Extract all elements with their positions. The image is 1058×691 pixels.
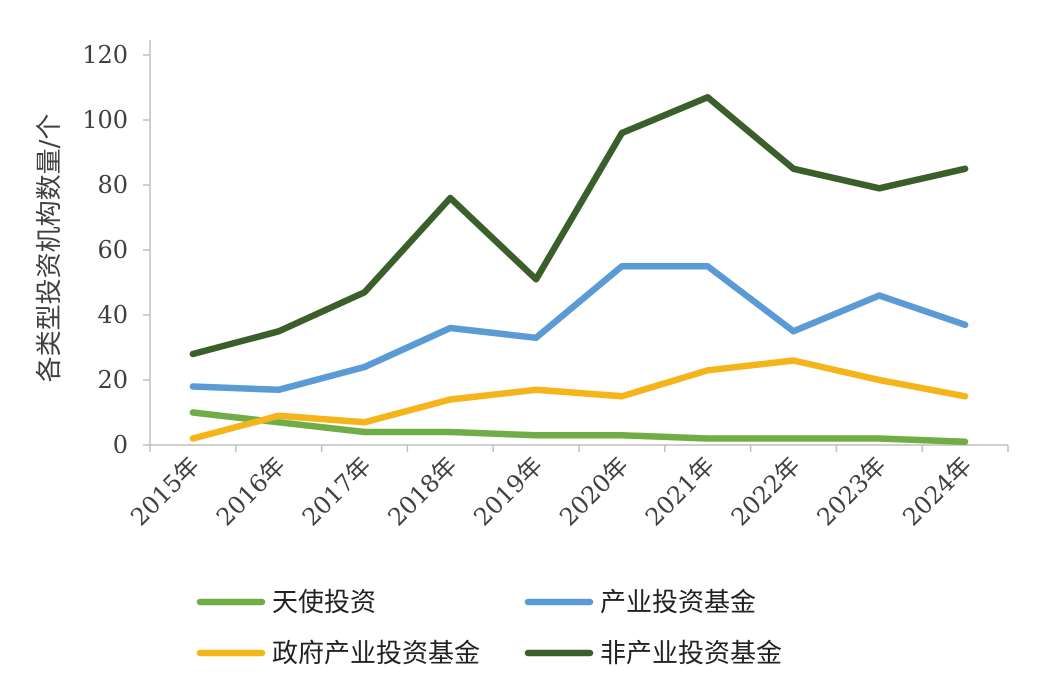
x-tick-label: 2022年 [726, 451, 806, 531]
x-tick-label: 2017年 [297, 451, 377, 531]
series-line-1 [189, 263, 969, 394]
legend-label-3: 非产业投资基金 [600, 639, 782, 669]
y-tick-label: 120 [82, 41, 128, 69]
series-line-3 [189, 94, 969, 358]
legend-label-0: 天使投资 [272, 588, 376, 618]
series-line-2 [189, 357, 969, 442]
y-tick-label: 100 [82, 106, 128, 134]
x-tick-label: 2021年 [640, 451, 720, 531]
series-line-0 [189, 409, 969, 446]
y-tick-label: 20 [97, 366, 128, 394]
x-tick-label: 2016年 [211, 451, 291, 531]
legend-label-1: 产业投资基金 [600, 588, 756, 618]
legend-label-2: 政府产业投资基金 [272, 639, 480, 669]
x-tick-label: 2015年 [125, 451, 205, 531]
x-tick-label: 2024年 [897, 451, 977, 531]
y-tick-label: 40 [97, 301, 128, 329]
x-tick-label: 2020年 [554, 451, 634, 531]
y-tick-label: 0 [113, 431, 128, 459]
x-tick-label: 2018年 [383, 451, 463, 531]
x-tick-label: 2023年 [812, 451, 892, 531]
x-tick-label: 2019年 [468, 451, 548, 531]
y-axis-title: 各类型投资机构数量/个 [35, 114, 65, 383]
y-tick-label: 60 [97, 236, 128, 264]
y-tick-label: 80 [97, 171, 128, 199]
